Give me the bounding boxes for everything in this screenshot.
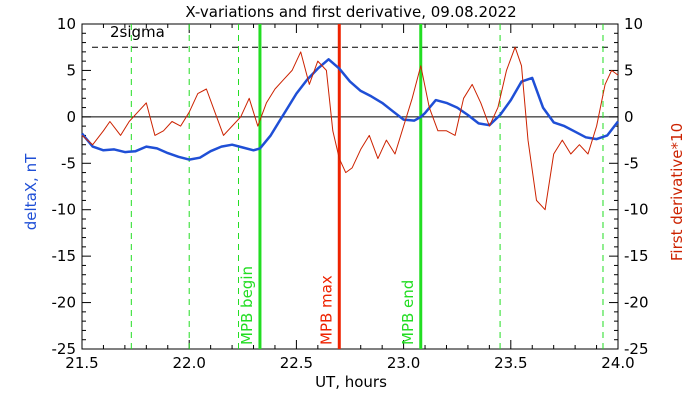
- y-tick-label-right: 5: [624, 61, 634, 79]
- y-tick-label-right: -25: [624, 340, 649, 358]
- y-tick-label-right: -20: [624, 294, 649, 312]
- x-tick-label: 22.0: [172, 354, 205, 372]
- y-tick-label-right: -5: [624, 154, 639, 172]
- y-tick-label-left: 0: [66, 108, 76, 126]
- x-tick-label: 22.5: [280, 354, 313, 372]
- y-tick-label-right: -10: [624, 201, 649, 219]
- y-tick-label-right: 0: [624, 108, 634, 126]
- y-tick-label-right: 10: [624, 15, 643, 33]
- y-axis-right-label: First derivative*10: [668, 123, 686, 261]
- marker-label: MPB begin: [238, 266, 256, 345]
- y-tick-label-left: -5: [61, 154, 76, 172]
- marker-label: MPB max: [317, 275, 335, 345]
- x-tick-label: 23.5: [494, 354, 527, 372]
- y-tick-label-left: 10: [57, 15, 76, 33]
- series-line-deltax: [81, 58, 619, 161]
- event-markers: MPB begin MPB max MPB end: [238, 24, 423, 349]
- y-tick-label-left: -25: [52, 340, 77, 358]
- y-tick-label-left: -15: [52, 247, 77, 265]
- y-axis-left-label: deltaX, nT: [22, 153, 40, 230]
- x-tick-label: 21.5: [65, 354, 98, 372]
- threshold-label: 2sigma: [110, 23, 165, 41]
- plot-frame: [81, 23, 619, 350]
- series-lines: [81, 46, 619, 211]
- y-tick-label-left: -20: [52, 294, 77, 312]
- x-tick-label: 24.0: [601, 354, 634, 372]
- y-axis-left-ticks: -25 -20 -15 -10 -5 0 5 10: [52, 15, 91, 358]
- dashed-verticals: [130, 24, 604, 349]
- series-line-derivative: [81, 46, 619, 211]
- x-tick-label: 23.0: [387, 354, 420, 372]
- y-axis-right-ticks: -25 -20 -15 -10 -5 0 5 10: [609, 15, 649, 358]
- x-axis-label: UT, hours: [315, 373, 387, 391]
- chart-title: X-variations and first derivative, 09.08…: [185, 3, 516, 21]
- marker-label: MPB end: [399, 280, 417, 345]
- y-tick-label-left: -10: [52, 201, 77, 219]
- y-tick-label-right: -15: [624, 247, 649, 265]
- x-axis-ticks: 21.5 22.0 22.5 23.0 23.5 24.0: [65, 24, 635, 372]
- y-tick-label-left: 5: [66, 61, 76, 79]
